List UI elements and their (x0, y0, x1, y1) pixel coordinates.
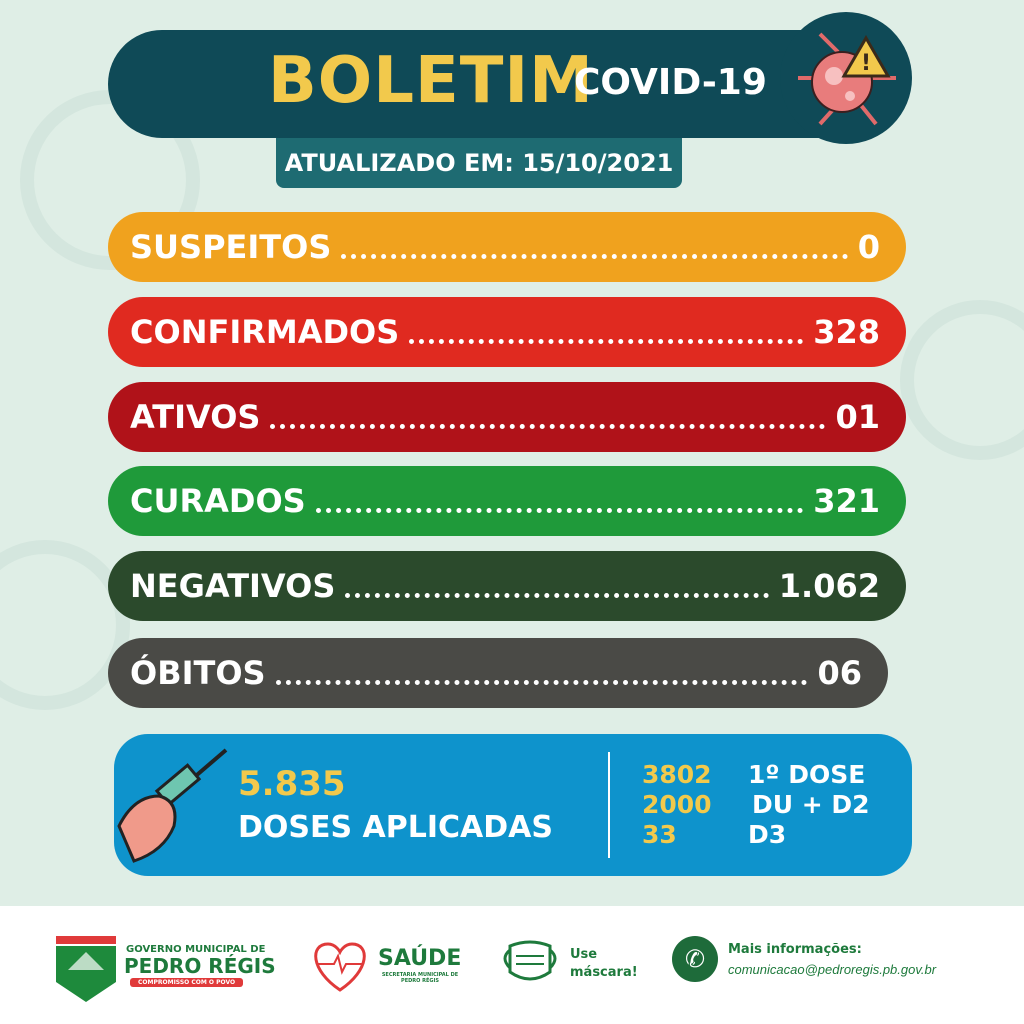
stat-negativos: NEGATIVOS 1.062 (108, 551, 906, 621)
stat-value: 1.062 (778, 567, 880, 605)
dose-count: 3802 (642, 760, 712, 789)
dose-breakdown: 3802 1º DOSE 2000 DU + D2 33 D3 (642, 760, 870, 850)
gov-line2: PEDRO RÉGIS (124, 954, 276, 978)
stat-value: 06 (817, 654, 862, 692)
dot-leader (341, 253, 848, 259)
contact-email[interactable]: comunicacao@pedroregis.pb.gov.br (728, 962, 937, 977)
saude-label: SAÚDE (378, 946, 462, 971)
dot-leader (409, 338, 804, 344)
page-subtitle: COVID-19 (574, 62, 767, 103)
heart-stethoscope-icon (314, 942, 366, 992)
gov-line1: GOVERNO MUNICIPAL DE (126, 944, 266, 955)
dot-leader (315, 507, 804, 513)
stat-value: 0 (857, 228, 880, 266)
phone-icon: ✆ (672, 936, 718, 982)
stat-label: ATIVOS (130, 398, 261, 436)
stat-value: 01 (835, 398, 880, 436)
stat-label: NEGATIVOS (130, 567, 336, 605)
stat-confirmados: CONFIRMADOS 328 (108, 297, 906, 367)
divider (608, 752, 610, 858)
municipal-shield-logo (56, 936, 116, 1002)
dot-leader (270, 423, 826, 429)
gov-motto: COMPROMISSO COM O POVO (130, 978, 244, 987)
stat-curados: CURADOS 321 (108, 466, 906, 536)
saude-sub: SECRETARIA MUNICIPAL DE PEDRO RÉGIS (381, 972, 459, 984)
info-label: Mais informações: (728, 942, 862, 957)
syringe-hand-icon (117, 748, 228, 863)
svg-text:!: ! (861, 51, 871, 76)
dose-count: 33 (642, 820, 677, 849)
stat-label: ÓBITOS (130, 654, 266, 692)
stat-ativos: ATIVOS 01 (108, 382, 906, 452)
dot-leader (345, 592, 769, 598)
page-title: BOLETIM (268, 44, 594, 118)
stat-label: CONFIRMADOS (130, 313, 400, 351)
virus-warning-icon: ! (780, 12, 912, 144)
background-decoration (900, 300, 1024, 460)
total-doses: 5.835 (238, 764, 346, 804)
total-doses-label: DOSES APLICADAS (238, 810, 553, 845)
mask-icon (503, 940, 557, 981)
dose-label: 1º DOSE (748, 760, 866, 789)
vaccination-panel: 5.835 DOSES APLICADAS 3802 1º DOSE 2000 DU… (114, 734, 912, 876)
dose-label: DU + D2 (752, 790, 870, 819)
dose-count: 2000 (642, 790, 712, 819)
stat-label: SUSPEITOS (130, 228, 332, 266)
stat-value: 321 (813, 482, 880, 520)
footer: GOVERNO MUNICIPAL DE PEDRO RÉGIS COMPROM… (0, 906, 1024, 1024)
dose-label: D3 (748, 820, 787, 849)
updated-date: ATUALIZADO EM: 15/10/2021 (276, 138, 682, 188)
stat-value: 328 (813, 313, 880, 351)
header-banner (108, 30, 888, 138)
dot-leader (275, 679, 808, 685)
stat-label: CURADOS (130, 482, 306, 520)
stat-suspeitos: SUSPEITOS 0 (108, 212, 906, 282)
stat-obitos: ÓBITOS 06 (108, 638, 888, 708)
mask-message: Use máscara! (570, 947, 638, 980)
